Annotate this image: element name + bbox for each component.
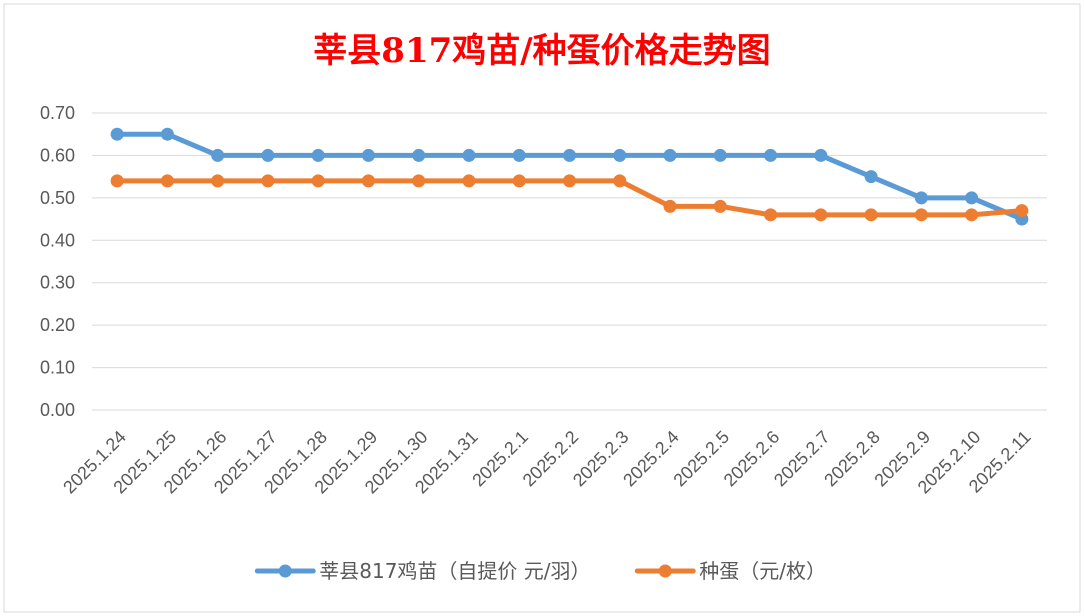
data-point [462, 148, 476, 162]
data-point [914, 191, 928, 205]
legend-label: 莘县817鸡苗（自提价 元/羽） [319, 559, 590, 583]
data-point [361, 148, 375, 162]
data-point [914, 208, 928, 222]
data-point [160, 127, 174, 141]
y-tick-label: 0.30 [40, 273, 75, 293]
y-tick-label: 0.60 [40, 145, 75, 165]
series-1 [110, 174, 1029, 222]
data-point [864, 208, 878, 222]
data-point [613, 148, 627, 162]
data-point [311, 174, 325, 188]
legend-marker [658, 564, 672, 578]
data-point [361, 174, 375, 188]
data-point [412, 174, 426, 188]
data-point [512, 174, 526, 188]
data-point [563, 148, 576, 162]
legend-item: 莘县817鸡苗（自提价 元/羽） [254, 559, 591, 583]
y-tick-label: 0.70 [40, 103, 75, 123]
data-point [965, 191, 979, 205]
chart-border [3, 3, 1081, 613]
data-point [965, 208, 979, 222]
y-tick-label: 0.40 [40, 230, 75, 250]
y-tick-label: 0.20 [40, 315, 75, 335]
legend-item: 种蛋（元/枚） [634, 559, 826, 583]
y-tick-label: 0.00 [40, 400, 75, 420]
data-point [110, 127, 124, 141]
data-point [613, 174, 627, 188]
data-point [512, 148, 526, 162]
data-point [713, 148, 727, 162]
data-point [110, 174, 124, 188]
data-point [663, 148, 677, 162]
y-axis-ticks: 0.00 0.10 0.20 0.30 0.40 0.50 0.60 0.70 [40, 103, 75, 420]
series-group [110, 127, 1029, 226]
data-point [211, 174, 225, 188]
y-tick-label: 0.50 [40, 188, 75, 208]
data-point [311, 148, 325, 162]
data-point [160, 174, 174, 188]
data-point [211, 148, 225, 162]
data-point [261, 174, 275, 188]
data-point [713, 199, 727, 213]
data-point [764, 148, 778, 162]
y-tick-label: 0.10 [40, 358, 75, 378]
legend-label: 种蛋（元/枚） [699, 559, 826, 583]
legend-marker [278, 564, 292, 578]
data-point [814, 148, 828, 162]
data-point [462, 174, 476, 188]
legend: 莘县817鸡苗（自提价 元/羽） 种蛋（元/枚） [254, 559, 826, 583]
data-point [412, 148, 426, 162]
data-point [563, 174, 576, 188]
data-point [814, 208, 828, 222]
data-point [1015, 204, 1029, 218]
data-point [764, 208, 778, 222]
data-point [261, 148, 275, 162]
data-point [864, 170, 878, 184]
series-0 [110, 127, 1029, 226]
chart-title: 莘县817鸡苗/种蛋价格走势图 [313, 31, 770, 71]
data-point [663, 199, 677, 213]
